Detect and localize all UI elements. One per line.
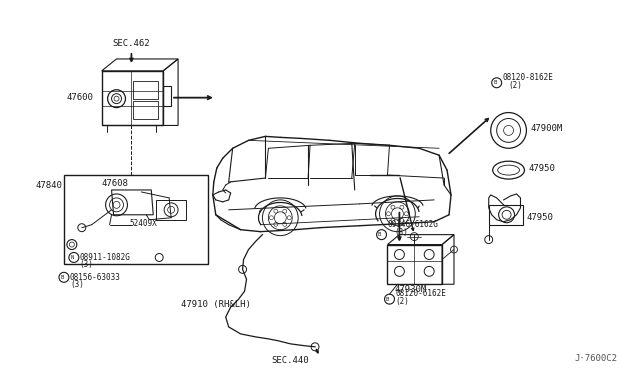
Text: 47840: 47840 [35, 180, 62, 189]
Text: (3): (3) [80, 260, 93, 269]
Text: SEC.462: SEC.462 [113, 39, 150, 48]
Text: J·7600C2: J·7600C2 [575, 354, 618, 363]
Text: (2): (2) [509, 81, 522, 90]
Bar [102, 71, 163, 125]
Text: 47608: 47608 [102, 179, 129, 187]
Text: 08120-6162E: 08120-6162E [396, 289, 446, 298]
Text: 47930M: 47930M [394, 285, 427, 294]
Text: B: B [493, 80, 496, 85]
Text: 08156-63033: 08156-63033 [70, 273, 121, 282]
Text: 52409X: 52409X [129, 219, 157, 228]
Text: 47910 (RH&LH): 47910 (RH&LH) [181, 299, 251, 309]
Text: B: B [386, 296, 389, 302]
Text: 08120-8162E: 08120-8162E [502, 73, 554, 82]
Text: 09146-6162G: 09146-6162G [387, 220, 438, 229]
Text: N: N [70, 255, 74, 260]
Text: B: B [378, 232, 381, 237]
Bar [133, 81, 158, 99]
Bar [133, 101, 158, 119]
Text: (3): (3) [394, 228, 408, 237]
Bar [64, 175, 208, 264]
Text: 47950: 47950 [527, 213, 554, 222]
Text: 47600: 47600 [67, 93, 93, 102]
Text: 47900M: 47900M [531, 124, 563, 133]
Text: (3): (3) [70, 280, 84, 289]
Text: 08911-1082G: 08911-1082G [80, 253, 131, 262]
Bar [163, 86, 171, 106]
Text: B: B [60, 275, 63, 280]
Text: 47950: 47950 [529, 164, 556, 173]
Text: (2): (2) [396, 296, 410, 306]
Text: SEC.440: SEC.440 [271, 356, 309, 365]
Bar [387, 244, 442, 284]
